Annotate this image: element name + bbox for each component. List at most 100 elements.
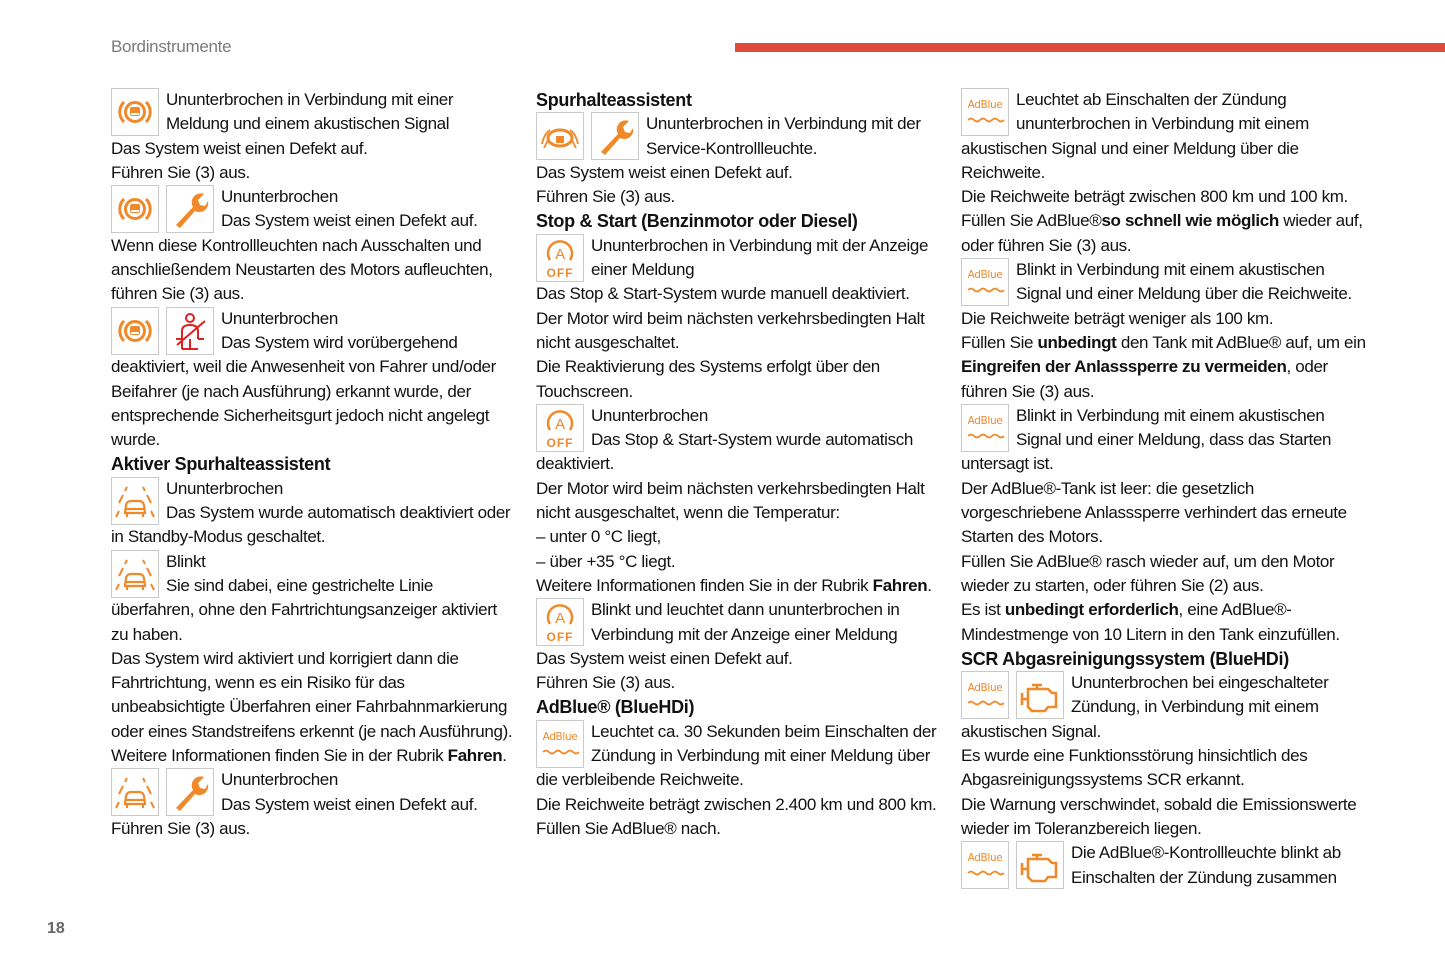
seatbelt-icon	[166, 307, 214, 355]
warning-light-icons: AdBlue	[961, 841, 1064, 889]
description-text: Wenn diese Kontrollleuchten nach Ausscha…	[111, 234, 516, 307]
text-run: Ununterbrochen in Verbindung mit der Anz…	[591, 236, 928, 279]
description-text: – über +35 °C liegt.	[536, 550, 941, 574]
description-text: Der Motor wird beim nächsten verkehrsbed…	[536, 477, 941, 526]
warning-light-entry: AdBlue Blinkt in Verbindung mit einem aku…	[961, 258, 1371, 404]
text-run: Ununterbrochen	[591, 406, 708, 425]
warning-light-entry: UnunterbrochenDas System wurde automatis…	[111, 477, 516, 550]
section-heading: Aktiver Spurhalteassistent	[111, 452, 516, 476]
text-run: Das Stop & Start-System wurde manuell de…	[536, 284, 910, 303]
text-run: Füllen Sie	[961, 333, 1037, 352]
text-run: Leuchtet ca. 30 Sekunden beim Einschalte…	[536, 722, 936, 790]
text-run: Ununterbrochen in Verbindung mit einer M…	[166, 90, 453, 133]
warning-light-icons: AOFF	[536, 404, 584, 452]
text-run: Wenn diese Kontrollleuchten nach Ausscha…	[111, 236, 493, 304]
description-text: Sie sind dabei, eine gestrichelte Linie …	[111, 574, 516, 647]
text-run: Füllen Sie AdBlue® rasch wieder auf, um …	[961, 552, 1334, 595]
warning-light-entry: AOFF Ununterbrochen Das Stop & Start-Syste…	[536, 404, 941, 598]
svg-text:AdBlue: AdBlue	[968, 852, 1003, 864]
warning-light-entry: UnunterbrochenDas System wird vorübergeh…	[111, 307, 516, 453]
text-run: Die Warnung verschwindet, sobald die Emi…	[961, 795, 1356, 838]
driver-assist-icon	[111, 88, 159, 136]
driver-assist-icon	[111, 307, 159, 355]
warning-light-icons	[536, 112, 639, 160]
adblue-icon: AdBlue	[961, 258, 1009, 306]
warning-light-entry: UnunterbrochenDas System weist einen Def…	[111, 185, 516, 306]
section-heading: SCR Abgasreinigungssystem (BlueHDi)	[961, 647, 1371, 671]
warning-light-icons: AdBlue	[961, 88, 1009, 136]
bold-text: Eingreifen der Anlasssperre zu vermeiden	[961, 357, 1287, 376]
description-text: – unter 0 °C liegt,	[536, 525, 941, 549]
wrench-icon	[591, 112, 639, 160]
description-text: Ununterbrochen in Verbindung mit der Anz…	[536, 234, 941, 283]
engine-icon	[1016, 841, 1064, 889]
section-title: Bordinstrumente	[111, 37, 231, 57]
text-run: Führen Sie (3) aus.	[536, 187, 675, 206]
adblue-icon: AdBlue	[536, 720, 584, 768]
steering-hands-icon	[536, 112, 584, 160]
section-heading: Spurhalteassistent	[536, 88, 941, 112]
warning-light-entry: AdBlue Die AdBlue®-Kontrollleuchte blinkt…	[961, 841, 1371, 890]
description-text: Blinkt	[111, 550, 516, 574]
description-text: Es ist unbedingt erforderlich, eine AdBl…	[961, 598, 1371, 647]
description-text: Das System weist einen Defekt auf.	[111, 137, 516, 161]
description-text: Die Warnung verschwindet, sobald die Emi…	[961, 793, 1371, 842]
text-run: Die Reaktivierung des Systems erfolgt üb…	[536, 357, 880, 400]
column-right: AdBlueLeuchtet ab Einschalten der Zündun…	[961, 88, 1371, 890]
text-run: Blinkt in Verbindung mit einem akustisch…	[1016, 260, 1352, 303]
description-text: Das System weist einen Defekt auf.	[536, 161, 941, 185]
text-run: Die AdBlue®-Kontrollleuchte blinkt ab Ei…	[1071, 843, 1341, 886]
text-run: Sie sind dabei, eine gestrichelte Linie …	[111, 576, 497, 644]
description-text: Führen Sie (3) aus.	[111, 817, 516, 841]
bold-text: unbedingt	[1037, 333, 1116, 352]
warning-light-entry: Ununterbrochen in Verbindung mit einer M…	[111, 88, 516, 185]
bold-text: so schnell wie möglich	[1101, 211, 1278, 230]
text-run: Es ist	[961, 600, 1005, 619]
text-run: Der Motor wird beim nächsten verkehrsbed…	[536, 479, 924, 522]
warning-light-icons: AdBlue	[536, 720, 584, 768]
description-text: Es wurde eine Funktionsstörung hinsichtl…	[961, 744, 1371, 793]
adblue-icon: AdBlue	[961, 841, 1009, 889]
adblue-icon: AdBlue	[961, 671, 1009, 719]
svg-text:AdBlue: AdBlue	[968, 269, 1003, 281]
warning-light-icons	[111, 768, 214, 816]
warning-light-entry: AOFFBlinkt und leuchtet dann ununterbroc…	[536, 598, 941, 695]
wrench-icon	[166, 768, 214, 816]
svg-text:AdBlue: AdBlue	[968, 415, 1003, 427]
driver-assist-icon	[111, 185, 159, 233]
text-run: Das System weist einen Defekt auf.	[221, 211, 477, 230]
description-text: Das Stop & Start-System wurde manuell de…	[536, 282, 941, 306]
description-text: Weitere Informationen finden Sie in der …	[536, 574, 941, 598]
svg-text:OFF: OFF	[547, 630, 574, 644]
bold-text: Fahren	[873, 576, 928, 595]
description-text: Der Motor wird beim nächsten verkehrsbed…	[536, 307, 941, 356]
description-text: Die Reichweite beträgt zwischen 800 km u…	[961, 185, 1371, 209]
bold-text: unbedingt erforderlich	[1005, 600, 1179, 619]
adblue-icon: AdBlue	[961, 404, 1009, 452]
text-run: Der Motor wird beim nächsten verkehrsbed…	[536, 309, 924, 352]
description-text: Ununterbrochen	[536, 404, 941, 428]
wrench-icon	[166, 185, 214, 233]
text-run: Das System weist einen Defekt auf.	[536, 163, 792, 182]
warning-light-icons: AdBlue	[961, 258, 1009, 306]
description-text: Die Reichweite beträgt weniger als 100 k…	[961, 307, 1371, 331]
text-run: .	[927, 576, 931, 595]
lane-assist-icon	[111, 550, 159, 598]
warning-light-icons: AdBlue	[961, 404, 1009, 452]
description-text: Ununterbrochen	[111, 477, 516, 501]
manual-page: Bordinstrumente Ununterbrochen in Verbin…	[0, 0, 1445, 963]
description-text: Blinkt in Verbindung mit einem akustisch…	[961, 258, 1371, 307]
warning-light-entry: AdBlueBlinkt in Verbindung mit einem aku…	[961, 404, 1371, 647]
warning-light-entry: AdBlueUnunterbrochen bei eingeschalteter…	[961, 671, 1371, 841]
svg-text:AdBlue: AdBlue	[968, 99, 1003, 111]
text-run: Ununterbrochen	[221, 770, 338, 789]
warning-light-entry: AOFFUnunterbrochen in Verbindung mit der…	[536, 234, 941, 404]
description-text: Das Stop & Start-System wurde automatisc…	[536, 428, 941, 477]
description-text: Das System wurde automatisch deaktiviert…	[111, 501, 516, 550]
text-run: .	[502, 746, 506, 765]
text-run: Es wurde eine Funktionsstörung hinsichtl…	[961, 746, 1307, 789]
warning-light-entry: BlinktSie sind dabei, eine gestrichelte …	[111, 550, 516, 769]
text-run: Das System weist einen Defekt auf.	[111, 139, 367, 158]
text-run: Füllen Sie AdBlue® nach.	[536, 819, 721, 838]
text-run: Das System weist einen Defekt auf.	[536, 649, 792, 668]
